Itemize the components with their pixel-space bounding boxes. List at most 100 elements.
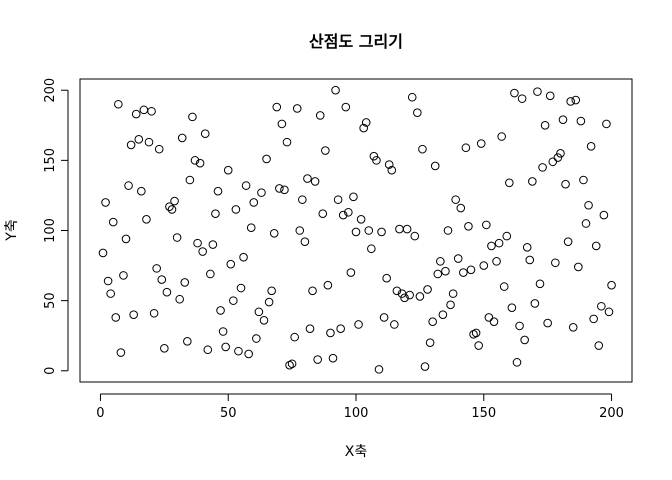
data-point [361, 118, 371, 127]
data-point [162, 287, 172, 297]
data-point [292, 104, 302, 113]
data-point [313, 355, 322, 364]
data-point [461, 143, 471, 153]
data-point [430, 161, 440, 171]
y-tick-label: 150 [43, 148, 58, 173]
data-point [269, 229, 279, 238]
data-point [229, 296, 238, 305]
x-tick-label: 200 [599, 406, 624, 421]
data-point [579, 175, 588, 185]
data-point [323, 280, 333, 290]
data-point [505, 178, 514, 188]
data-point [318, 209, 328, 218]
data-point [277, 119, 287, 129]
data-point [203, 345, 213, 355]
data-point [604, 307, 614, 317]
data-point [116, 348, 126, 357]
data-point [119, 271, 128, 280]
data-point [106, 289, 115, 298]
data-point [134, 135, 144, 144]
data-point [180, 278, 190, 287]
data-point [103, 276, 113, 286]
data-point [474, 341, 483, 350]
data-point [591, 241, 601, 251]
data-point [407, 92, 417, 102]
data-point [223, 165, 233, 175]
data-point [464, 221, 473, 231]
data-point [280, 185, 289, 195]
data-point [525, 255, 535, 265]
data-point [602, 119, 611, 129]
data-point [303, 174, 312, 183]
data-point [433, 269, 443, 279]
data-point [193, 238, 202, 248]
data-point [581, 219, 591, 228]
data-point [405, 290, 414, 300]
data-point [259, 315, 269, 325]
data-point [512, 358, 522, 367]
data-point [170, 196, 179, 206]
data-point [147, 106, 156, 116]
data-point [290, 332, 299, 342]
data-point [218, 327, 228, 336]
data-point [190, 156, 200, 165]
data-point [165, 202, 174, 211]
data-point [374, 365, 384, 374]
data-point [484, 313, 494, 322]
data-point [515, 321, 524, 331]
data-point [326, 328, 335, 338]
data-point [267, 286, 276, 296]
data-point [466, 265, 476, 275]
data-point [226, 259, 236, 269]
data-point [239, 252, 248, 262]
data-point [556, 149, 565, 158]
data-point [589, 314, 598, 324]
data-point [272, 102, 282, 112]
data-point [561, 179, 570, 189]
data-point [144, 137, 154, 147]
data-point [308, 286, 317, 296]
data-point [254, 307, 264, 317]
data-point [533, 87, 542, 96]
data-point [198, 247, 207, 256]
data-point [183, 337, 192, 346]
data-point [558, 115, 568, 124]
data-point [476, 139, 486, 148]
data-point [195, 158, 205, 168]
data-point [200, 129, 210, 139]
data-point [111, 313, 121, 322]
data-point [520, 335, 529, 345]
data-point [305, 324, 315, 333]
data-point [252, 334, 261, 343]
y-tick-label: 100 [43, 218, 58, 243]
data-point [607, 280, 616, 290]
data-points [98, 85, 616, 374]
data-point [351, 227, 361, 237]
data-point [157, 275, 167, 284]
data-point [522, 243, 532, 252]
data-point [211, 209, 220, 218]
x-axis-ticks: 0 50 100 150 200 [96, 394, 624, 421]
data-point [275, 184, 284, 193]
data-point [571, 95, 581, 105]
data-point [349, 192, 358, 202]
data-point [377, 227, 386, 237]
data-point [206, 269, 215, 279]
data-point [364, 226, 374, 235]
data-point [372, 156, 381, 165]
data-point [390, 320, 399, 329]
data-point [517, 94, 527, 103]
data-point [566, 97, 575, 106]
data-point [453, 254, 463, 263]
data-point [599, 210, 609, 220]
data-point [402, 224, 412, 234]
data-point [443, 226, 453, 235]
data-point [315, 111, 325, 120]
data-point [471, 328, 481, 338]
data-point [395, 224, 404, 234]
data-point [423, 285, 432, 294]
data-point [489, 317, 499, 326]
data-point [379, 313, 389, 322]
data-point [346, 268, 356, 277]
data-point [428, 317, 437, 326]
